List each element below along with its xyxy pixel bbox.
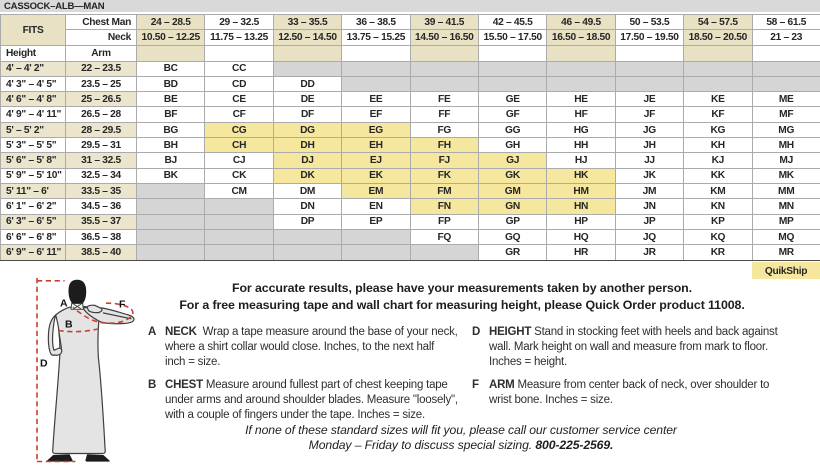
svg-text:D: D [40, 358, 48, 370]
svg-text:B: B [65, 319, 73, 331]
svg-text:A: A [60, 298, 68, 310]
svg-text:F: F [119, 298, 126, 310]
